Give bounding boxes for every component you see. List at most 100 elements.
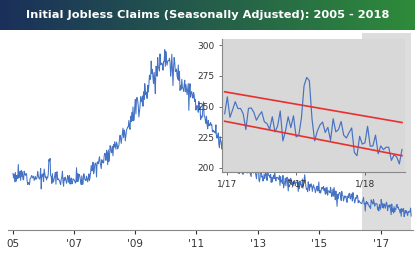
Bar [145, 0, 148, 30]
Bar [189, 0, 191, 30]
Bar [205, 0, 208, 30]
Bar [239, 0, 241, 30]
Bar [270, 0, 272, 30]
Bar [261, 0, 264, 30]
Bar [89, 0, 92, 30]
Bar [112, 0, 115, 30]
Bar [2, 0, 5, 30]
Bar [365, 0, 368, 30]
Bar [172, 0, 175, 30]
Bar [199, 0, 202, 30]
Bar [168, 0, 171, 30]
Bar [224, 0, 227, 30]
Bar [278, 0, 281, 30]
Bar [286, 0, 289, 30]
Bar [87, 0, 90, 30]
Bar [386, 0, 388, 30]
Bar [359, 0, 361, 30]
Bar [85, 0, 88, 30]
Bar [166, 0, 168, 30]
Bar [232, 0, 235, 30]
Bar [405, 0, 407, 30]
Bar [290, 0, 293, 30]
Bar [95, 0, 98, 30]
Bar [60, 0, 63, 30]
Bar [361, 0, 364, 30]
Bar [141, 0, 144, 30]
Bar [100, 0, 102, 30]
Bar [81, 0, 83, 30]
Bar [29, 0, 32, 30]
Bar [197, 0, 200, 30]
Bar [247, 0, 249, 30]
Bar [284, 0, 287, 30]
Text: Initial Jobless Claims (Seasonally Adjusted): 2005 - 2018: Initial Jobless Claims (Seasonally Adjus… [26, 10, 389, 20]
Bar [56, 0, 59, 30]
Bar [340, 0, 343, 30]
Bar [149, 0, 152, 30]
Bar [160, 0, 162, 30]
Bar [185, 0, 187, 30]
Bar [15, 0, 17, 30]
Bar [220, 0, 222, 30]
Bar [212, 0, 214, 30]
Bar [54, 0, 56, 30]
Bar [295, 0, 297, 30]
Bar [214, 0, 216, 30]
Bar [241, 0, 243, 30]
Bar [46, 0, 48, 30]
Bar [143, 0, 146, 30]
Bar [371, 0, 374, 30]
Bar [251, 0, 254, 30]
Bar [133, 0, 135, 30]
Bar [66, 0, 69, 30]
Bar [413, 0, 415, 30]
Bar [10, 0, 13, 30]
Bar [68, 0, 71, 30]
Bar [355, 0, 357, 30]
Bar [170, 0, 173, 30]
Bar [363, 0, 366, 30]
Bar [357, 0, 359, 30]
Bar [282, 0, 285, 30]
Bar [58, 0, 61, 30]
Bar [324, 0, 326, 30]
Bar [122, 0, 125, 30]
Bar [311, 0, 314, 30]
Bar [162, 0, 164, 30]
Bar [237, 0, 239, 30]
Bar [154, 0, 156, 30]
Bar [181, 0, 183, 30]
Bar [104, 0, 106, 30]
Bar [106, 0, 108, 30]
Bar [301, 0, 303, 30]
Bar [222, 0, 225, 30]
Bar [79, 0, 81, 30]
Bar [411, 0, 413, 30]
Bar [114, 0, 117, 30]
Bar [309, 0, 312, 30]
Bar [118, 0, 121, 30]
Bar [12, 0, 15, 30]
Bar [226, 0, 229, 30]
Bar [317, 0, 320, 30]
Bar [102, 0, 104, 30]
Bar [328, 0, 330, 30]
Bar [293, 0, 295, 30]
Bar [392, 0, 395, 30]
Bar [230, 0, 233, 30]
Bar [299, 0, 301, 30]
Bar [349, 0, 351, 30]
Bar [195, 0, 198, 30]
Bar [374, 0, 376, 30]
Bar [409, 0, 411, 30]
Bar [48, 0, 50, 30]
Bar [208, 0, 210, 30]
Bar [313, 0, 316, 30]
Bar [398, 0, 401, 30]
Bar [396, 0, 399, 30]
Bar [124, 0, 127, 30]
Bar [288, 0, 291, 30]
Bar [351, 0, 353, 30]
Bar [272, 0, 274, 30]
